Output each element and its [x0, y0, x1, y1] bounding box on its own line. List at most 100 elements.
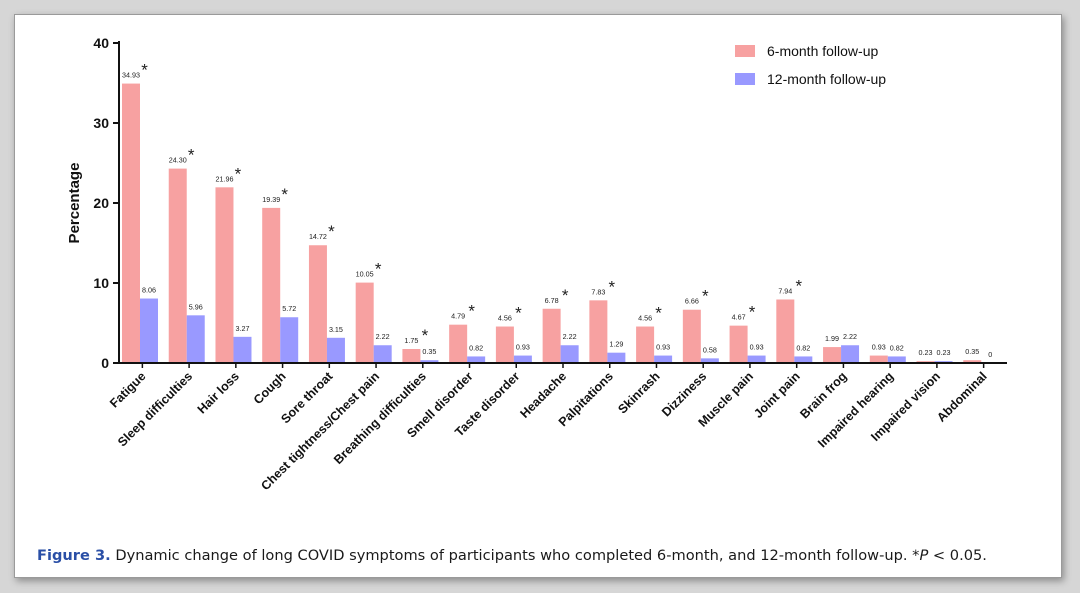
bar-12m [887, 356, 906, 363]
significance-marker: * [749, 303, 756, 322]
significance-marker: * [141, 61, 148, 80]
data-label: 3.15 [329, 325, 343, 334]
x-tick-label: Hair loss [195, 369, 242, 416]
p-symbol: P [919, 547, 929, 564]
bar-12m [326, 337, 345, 363]
legend-swatch [735, 45, 755, 57]
bar-12m [467, 356, 486, 363]
bar-6m [636, 326, 655, 363]
data-label: 0.35 [422, 347, 436, 356]
data-label: 1.29 [609, 340, 623, 349]
data-label: 0.35 [965, 347, 979, 356]
data-label: 7.94 [778, 286, 792, 295]
bar-12m [280, 317, 299, 363]
significance-marker: * [468, 302, 475, 321]
significance-marker: * [655, 304, 662, 323]
data-label: 14.72 [309, 232, 327, 241]
bar-12m [233, 336, 252, 363]
bar-6m [308, 245, 327, 363]
significance-marker: * [281, 185, 288, 204]
data-label: 0.93 [750, 343, 764, 352]
bar-6m [542, 308, 561, 363]
x-tick-label: Dizziness [659, 369, 709, 419]
data-label: 10.05 [356, 270, 374, 279]
bar-12m [420, 360, 439, 363]
data-label: 1.99 [825, 334, 839, 343]
y-axis-label: Percentage [66, 163, 83, 244]
data-label: 1.75 [404, 336, 418, 345]
bar-12m [560, 345, 579, 363]
significance-marker: * [562, 286, 569, 305]
data-label: 0.82 [796, 343, 810, 352]
figure-card: 34.93 24.30 21.96 19.39 14.72 10.05 1.75 4.79 4.… [14, 14, 1062, 578]
data-label: 0.58 [703, 345, 717, 354]
significance-marker: * [796, 276, 803, 295]
y-tick-label: 0 [101, 355, 109, 371]
data-label: 34.93 [122, 71, 140, 80]
data-label: 0.82 [890, 343, 904, 352]
data-label: 5.96 [189, 302, 203, 311]
data-label: 0.82 [469, 343, 483, 352]
data-label: 0.93 [656, 343, 670, 352]
significance-marker: * [422, 326, 429, 345]
bar-12m [841, 345, 860, 363]
data-label: 6.66 [685, 297, 699, 306]
bar-6m [402, 349, 421, 363]
data-label: 4.67 [732, 313, 746, 322]
x-tick-label: Abdominal [934, 369, 990, 425]
data-label: 8.06 [142, 286, 156, 295]
data-label: 4.56 [638, 314, 652, 323]
bar-12m [747, 355, 766, 363]
data-label: 7.83 [591, 287, 605, 296]
x-tick-label: Joint pain [751, 369, 803, 421]
data-label: 3.27 [235, 324, 249, 333]
y-tick-label: 10 [93, 275, 109, 291]
bar-6m [495, 326, 514, 363]
figure-label: Figure 3. [37, 547, 111, 564]
bar-6m [262, 207, 281, 363]
data-label: 2.22 [563, 332, 577, 341]
bar-6m [449, 324, 468, 363]
data-label: 4.56 [498, 314, 512, 323]
x-tick-label: Fatigue [107, 369, 148, 410]
x-tick-label: Breathing difficulties [331, 369, 429, 467]
significance-marker: * [375, 260, 382, 279]
data-label: 19.39 [262, 195, 280, 204]
bar-12m [140, 298, 158, 363]
significance-marker: * [328, 222, 335, 241]
bar-12m [700, 358, 719, 363]
y-tick-label: 30 [93, 115, 109, 131]
data-label: 6.78 [545, 296, 559, 305]
data-label: 4.79 [451, 312, 465, 321]
bar-6m [729, 325, 748, 363]
bar-6m [215, 187, 234, 363]
bar-6m [589, 300, 608, 363]
data-label: 24.30 [169, 156, 187, 165]
bar-6m [963, 360, 982, 363]
x-tick-label: Skinrash [615, 369, 662, 416]
significance-marker: * [235, 164, 242, 183]
significance-marker: * [188, 146, 195, 165]
legend-swatch [735, 73, 755, 85]
data-label: 2.22 [843, 332, 857, 341]
bar-6m [776, 299, 795, 363]
y-tick-label: 40 [93, 35, 109, 51]
data-label: 0.23 [919, 348, 933, 357]
bar-6m [355, 282, 374, 363]
bar-12m [607, 352, 626, 363]
significance-marker: * [515, 304, 522, 323]
bar-6m [869, 355, 888, 363]
significance-marker: * [609, 277, 616, 296]
figure-caption: Figure 3. Dynamic change of long COVID s… [37, 547, 1047, 564]
bar-6m [682, 309, 701, 363]
legend-label: 12-month follow-up [767, 71, 886, 87]
bar-12m [794, 356, 813, 363]
data-label: 2.22 [376, 332, 390, 341]
y-tick-label: 20 [93, 195, 109, 211]
bar-6m [122, 83, 140, 363]
bar-12m [186, 315, 205, 363]
x-tick-label: Cough [251, 369, 289, 407]
data-label: 0 [988, 350, 992, 359]
bar-12m [373, 345, 392, 363]
data-label: 21.96 [215, 174, 233, 183]
